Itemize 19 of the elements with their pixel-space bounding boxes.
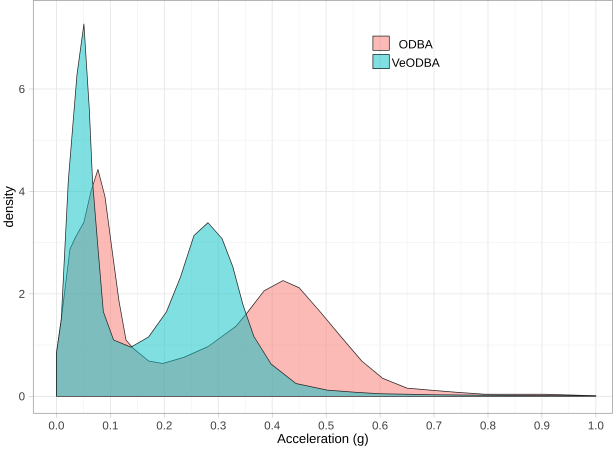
x-tick-label: 0.4 (264, 421, 280, 430)
x-tick-label: 0.3 (210, 421, 226, 430)
x-tick-label: 1.0 (588, 421, 604, 430)
x-tick-label: 0.7 (426, 421, 442, 430)
x-tick-label: 0.1 (102, 421, 118, 430)
y-tick-label: 4 (18, 187, 25, 196)
x-tick-label: 0.6 (372, 421, 388, 430)
y-tick-label: 0 (19, 392, 25, 400)
x-tick-label: 0.8 (480, 421, 496, 430)
x-tick-label: 0.0 (48, 421, 64, 430)
legend-label: VeODBA (392, 58, 440, 67)
x-tick-label: 0.2 (156, 421, 172, 430)
y-axis-title: density (3, 186, 16, 227)
legend-label: ODBA (399, 40, 433, 48)
x-tick-label: 0.9 (534, 421, 550, 430)
y-tick-label: 6 (19, 84, 25, 93)
y-tick-label: 2 (19, 290, 24, 298)
x-tick-label: 0.5 (318, 421, 334, 430)
x-axis-title: Acceleration (g) (277, 433, 368, 446)
